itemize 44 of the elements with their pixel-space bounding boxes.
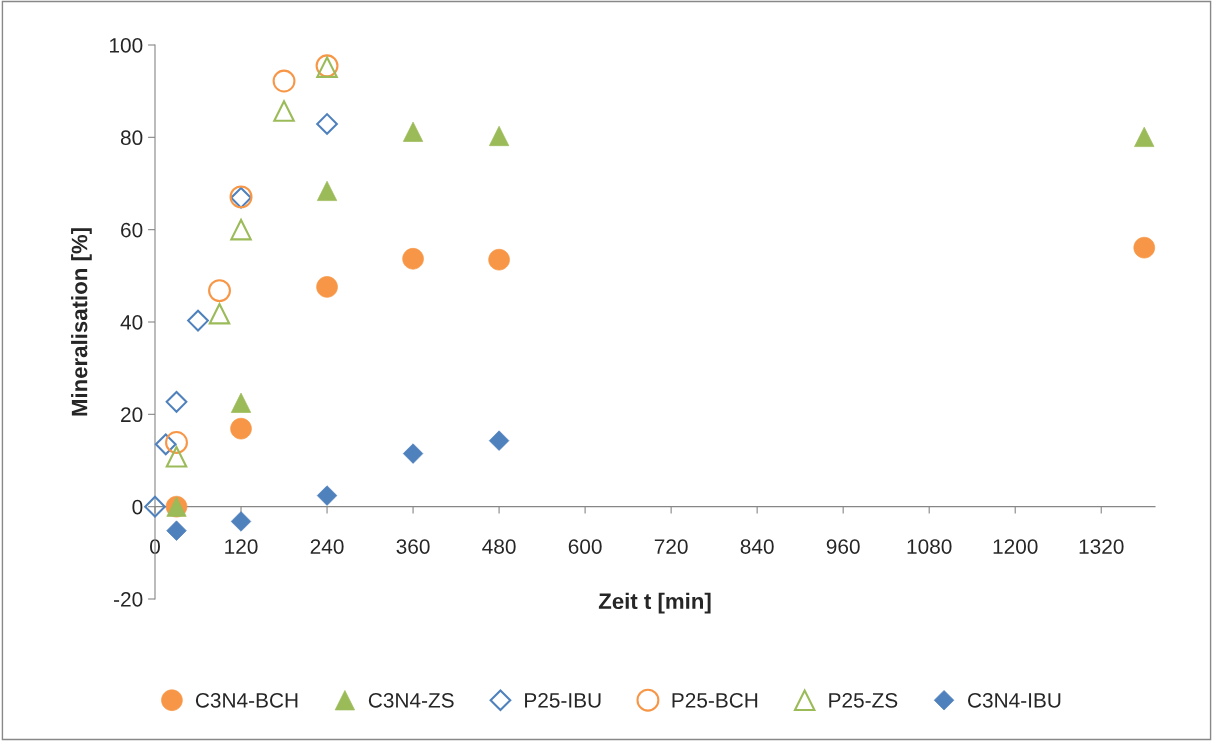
point [402, 443, 424, 464]
legend-label: C3N4-IBU [968, 692, 1061, 708]
point [208, 302, 231, 325]
point [316, 180, 338, 201]
legend-label: P25-BCH [672, 692, 758, 708]
point [230, 392, 252, 413]
x-tick-label: 720 [654, 539, 688, 554]
y-tick-label: 60 [121, 222, 143, 238]
point [165, 391, 188, 413]
point [316, 113, 338, 135]
point [402, 247, 424, 270]
x-axis-title: Zeit t [min] [598, 592, 711, 614]
point [154, 433, 177, 456]
x-tick-label: 960 [826, 539, 860, 554]
x-tick-label: 240 [310, 539, 344, 554]
x-tick-label: 840 [740, 539, 774, 554]
x-tick-label: 360 [396, 539, 430, 554]
point [165, 431, 188, 454]
legend-label: C3N4-ZS [368, 692, 454, 708]
point [273, 100, 295, 122]
point [187, 309, 209, 332]
point [316, 485, 338, 506]
y-tick-label: 80 [120, 130, 143, 146]
point [144, 495, 166, 518]
x-tick-label: 600 [568, 539, 602, 554]
x-tick-label: 120 [225, 539, 258, 554]
legend-label: C3N4-BCH [195, 692, 298, 708]
point [208, 279, 231, 303]
point [230, 218, 252, 241]
y-tick-label: 40 [120, 315, 143, 330]
point [165, 446, 188, 468]
x-tick-label: 1080 [907, 539, 952, 554]
x-tick-label: 1200 [993, 539, 1038, 554]
x-tick-label: 480 [482, 539, 516, 554]
x-tick-label: 1320 [1079, 539, 1124, 554]
x-tick-label: 0 [150, 539, 160, 554]
y-tick-label: 0 [132, 499, 143, 515]
legend-label: P25-IBU [525, 692, 601, 708]
y-tick-label: -20 [114, 592, 143, 607]
y-tick-label: 20 [121, 407, 143, 423]
point [272, 69, 296, 93]
y-tick-label: 100 [110, 38, 143, 53]
y-axis-title: Mineralisation [%] [71, 228, 92, 416]
legend-label: P25-ZS [829, 692, 898, 708]
